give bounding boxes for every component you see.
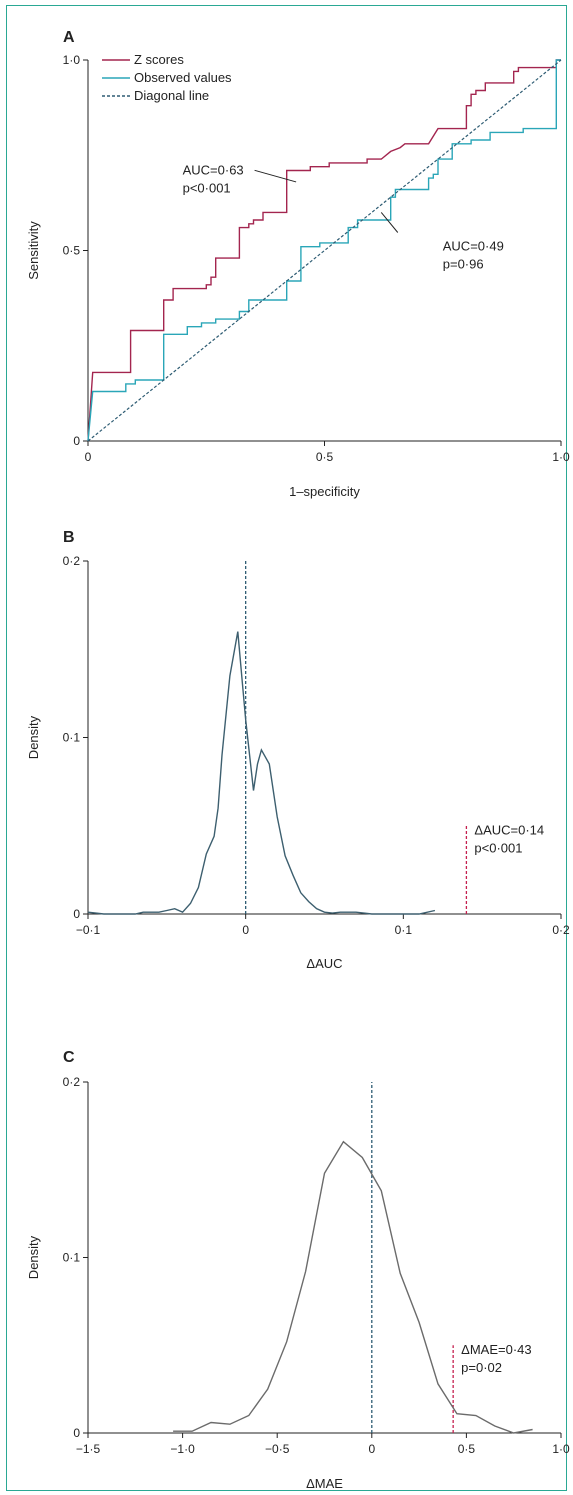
panel-b-annotation-text: ΔAUC=0·14 bbox=[474, 823, 544, 838]
panel-b-y-axis-title: Density bbox=[26, 715, 41, 759]
panel-b-y-tick-label: 0·2 bbox=[63, 554, 81, 568]
panel-b-letter: B bbox=[63, 529, 75, 546]
panel-a-x-tick-label: 1·0 bbox=[552, 450, 570, 464]
panel-a-annotation-text: AUC=0·63 bbox=[183, 162, 244, 177]
panel-a-series-diagonal-line-line bbox=[87, 59, 562, 442]
panel-b-x-tick-label: 0·2 bbox=[552, 923, 570, 937]
panel-b-y-tick-label: 0 bbox=[73, 907, 80, 921]
panel-c-x-tick-label: −1·5 bbox=[76, 1442, 101, 1456]
panel-c-y-tick-label: 0 bbox=[73, 1426, 80, 1440]
panel-a-annotation-text: AUC=0·49 bbox=[443, 239, 504, 254]
panel-a-legend-label: Z scores bbox=[134, 52, 184, 67]
panel-a-annotation-text: p<0·001 bbox=[183, 180, 231, 195]
panel-a-x-tick-label: 0 bbox=[85, 450, 92, 464]
panel-a-y-tick-label: 1·0 bbox=[63, 53, 81, 67]
panel-c-x-tick-label: −1·0 bbox=[170, 1442, 195, 1456]
panel-c-series-density-line bbox=[173, 1140, 533, 1434]
panel-a-annotation-text: p=0·96 bbox=[443, 257, 484, 272]
panel-a-series-observed-values-line bbox=[87, 59, 561, 442]
panel-b-x-axis-title: ΔAUC bbox=[306, 956, 342, 971]
panel-a-legend-label: Observed values bbox=[134, 70, 232, 85]
panel-c-x-tick-label: 0·5 bbox=[458, 1442, 476, 1456]
panel-c-x-tick-label: 1·0 bbox=[552, 1442, 570, 1456]
panel-a-series-z-scores-line bbox=[87, 59, 561, 442]
panel-c-y-axis-title: Density bbox=[26, 1235, 41, 1279]
panel-a-y-tick-label: 0 bbox=[73, 434, 80, 448]
figure-frame bbox=[6, 5, 567, 1491]
panel-a-y-axis-title: Sensitivity bbox=[26, 221, 41, 280]
panel-b-series-density-line bbox=[87, 631, 436, 915]
panel-a-legend-label: Diagonal line bbox=[134, 88, 209, 103]
panel-c-y-tick-label: 0·1 bbox=[63, 1251, 81, 1265]
panel-b-y-tick-label: 0·1 bbox=[63, 731, 81, 745]
panel-a-x-axis-title: 1–specificity bbox=[289, 484, 360, 499]
panel-c-y-tick-label: 0·2 bbox=[63, 1075, 81, 1089]
panel-c-annotation-text: p=0·02 bbox=[461, 1360, 502, 1375]
panel-c-letter: C bbox=[63, 1049, 75, 1066]
panel-b-x-tick-label: 0 bbox=[242, 923, 249, 937]
panel-a-y-tick-label: 0·5 bbox=[63, 244, 81, 258]
panel-a-x-tick-label: 0·5 bbox=[316, 450, 334, 464]
panel-b-annotation-text: p<0·001 bbox=[474, 841, 522, 856]
panel-b-x-tick-label: −0·1 bbox=[76, 923, 101, 937]
panel-c-annotation-text: ΔMAE=0·43 bbox=[461, 1342, 531, 1357]
panel-b-x-tick-label: 0·1 bbox=[395, 923, 413, 937]
panel-a-letter: A bbox=[63, 29, 75, 46]
panel-a-annotation-leader bbox=[380, 212, 399, 233]
panel-c-x-axis-title: ΔMAE bbox=[306, 1476, 343, 1491]
panel-a-annotation-leader bbox=[254, 169, 297, 183]
panel-c-x-tick-label: −0·5 bbox=[265, 1442, 290, 1456]
panel-c-x-tick-label: 0 bbox=[368, 1442, 375, 1456]
